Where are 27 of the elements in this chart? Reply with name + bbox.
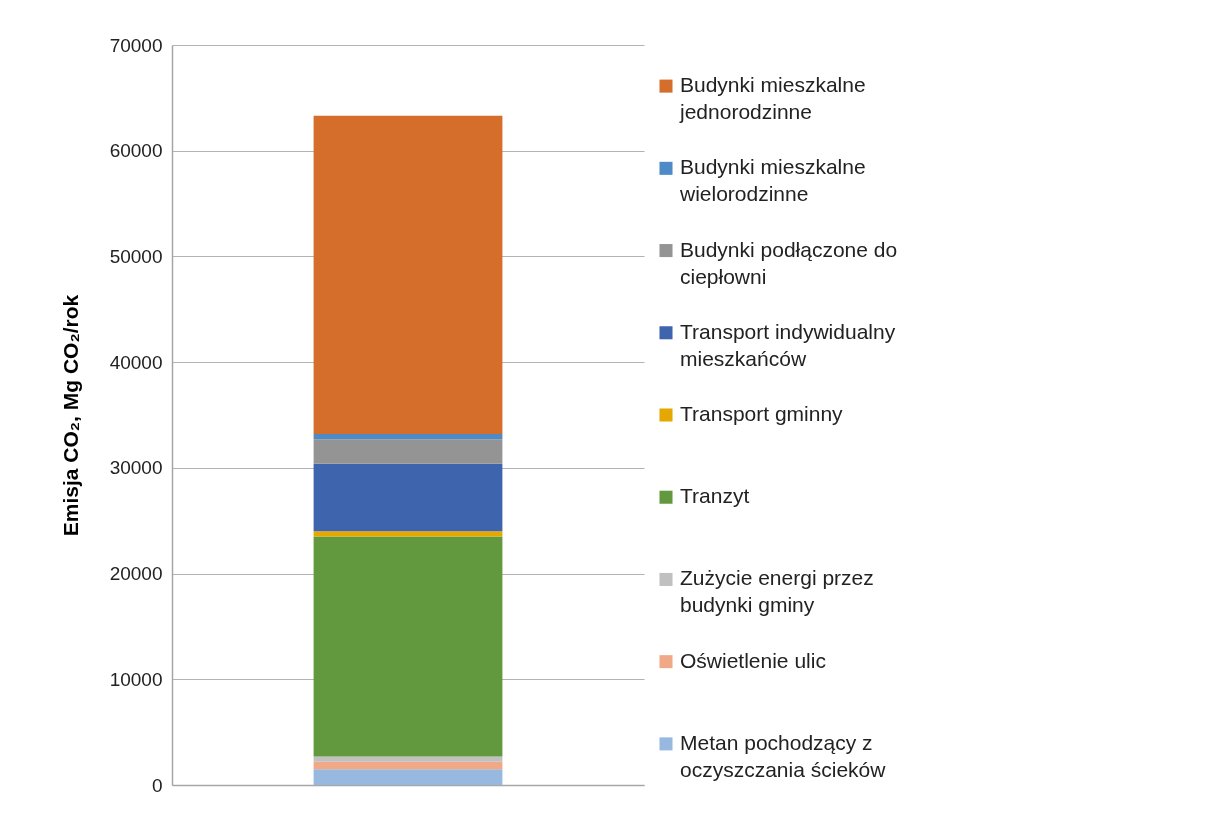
bar xyxy=(313,531,503,537)
legend-label: Transport indywidualny mieszkańców xyxy=(680,319,896,370)
bar xyxy=(313,115,503,435)
legend-label: Oświetlenie ulic xyxy=(680,648,826,672)
y-tick-label: 0 xyxy=(151,774,163,796)
legend-label: Transport gminny xyxy=(680,402,844,425)
y-tick-label: 60000 xyxy=(109,140,163,162)
bar xyxy=(313,536,503,757)
bar xyxy=(313,439,503,464)
legend-label: Tranzyt xyxy=(680,484,750,508)
y-tick-label: 70000 xyxy=(109,34,163,56)
legend-label: Budynki mieszkalne wielorodzinne xyxy=(679,155,866,206)
bar xyxy=(313,434,503,440)
y-tick-label: 40000 xyxy=(109,351,163,373)
y-axis-title: Emisja CO₂, Mg CO₂/rok xyxy=(58,294,82,537)
legend-label: Zużycie energi przez budynki gminy xyxy=(680,566,874,617)
legend-label: Metan pochodzący z oczyszczania ścieków xyxy=(680,730,887,781)
y-tick-label: 20000 xyxy=(109,563,163,585)
bar xyxy=(313,463,503,532)
bar xyxy=(313,756,503,762)
legend-label: Budynki podłączone do ciepłowni xyxy=(680,237,898,288)
legend-label: Budynki mieszkalne jednorodzinne xyxy=(679,73,866,124)
bar xyxy=(313,761,503,770)
y-tick-label: 50000 xyxy=(109,245,163,267)
bar xyxy=(313,769,503,785)
y-tick-label: 30000 xyxy=(109,457,163,479)
y-tick-label: 10000 xyxy=(109,668,163,690)
